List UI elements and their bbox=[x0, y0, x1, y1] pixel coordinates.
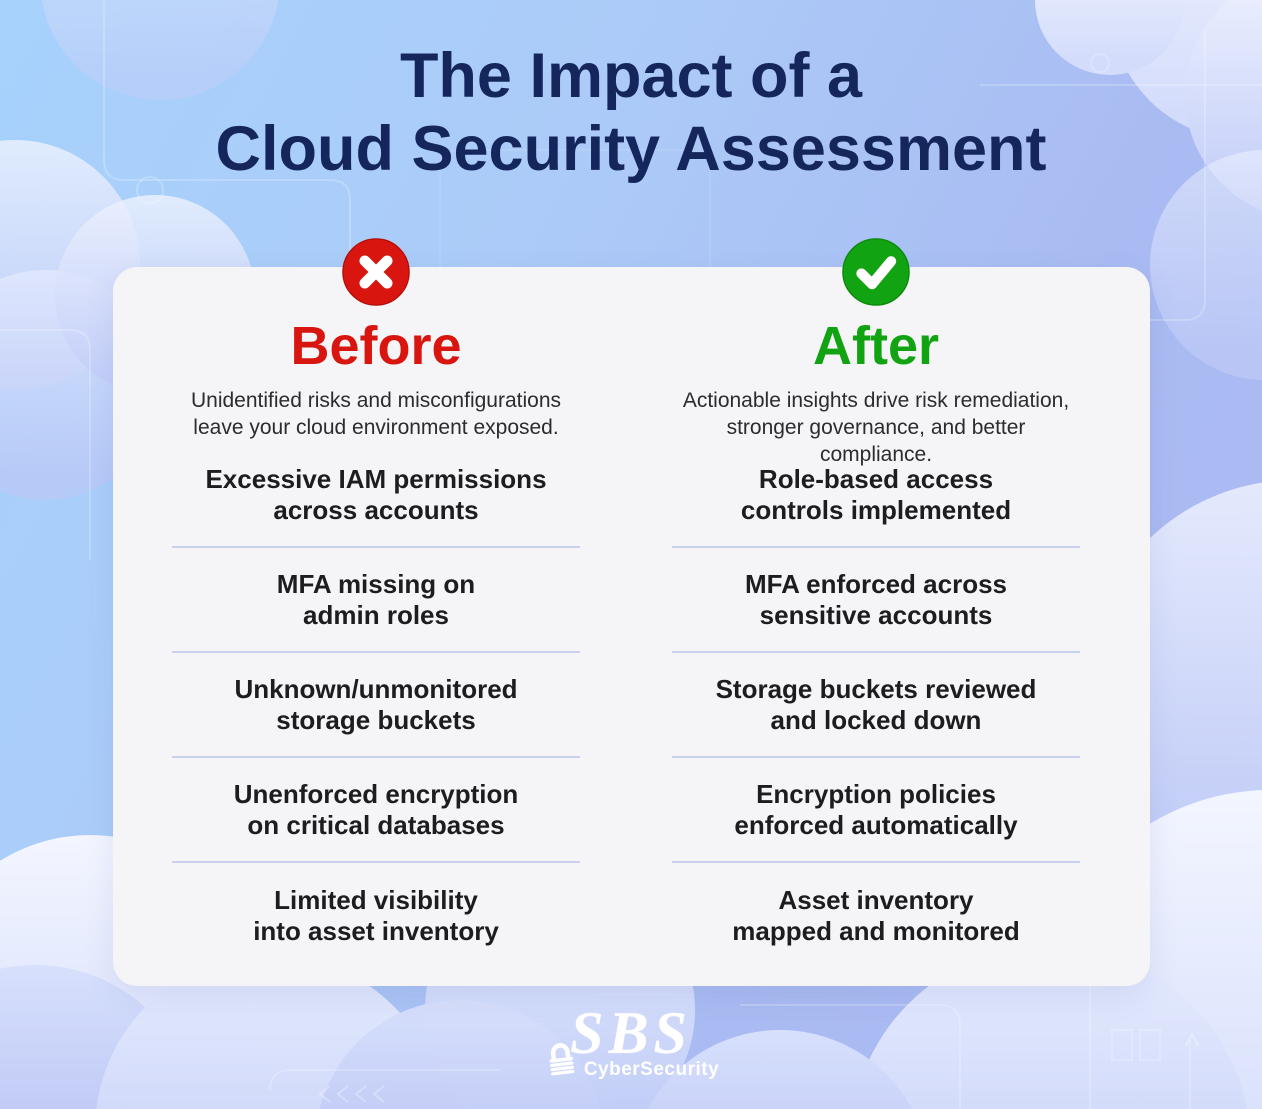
sbs-logo: SBS CyberSecurity bbox=[501, 1000, 761, 1081]
padlock-icon bbox=[549, 1043, 575, 1076]
item-text-line: across accounts bbox=[273, 494, 479, 525]
logo-subrow: CyberSecurity bbox=[501, 1043, 761, 1081]
after-heading: After bbox=[812, 316, 939, 376]
comparison-card: Before Unidentified risks and misconfigu… bbox=[113, 238, 1150, 986]
page-title-line2: Cloud Security Assessment bbox=[215, 114, 1047, 185]
before-heading: Before bbox=[290, 316, 462, 376]
item-text-line: controls implemented bbox=[740, 494, 1012, 525]
list-item: MFA enforced across sensitive accounts bbox=[672, 548, 1080, 653]
item-text-line: Asset inventory bbox=[778, 884, 974, 915]
item-text-line: Excessive IAM permissions bbox=[205, 463, 547, 494]
after-subtitle-line2: stronger governance, and better complian… bbox=[726, 416, 1026, 466]
list-item: Unenforced encryption on critical databa… bbox=[172, 758, 580, 863]
list-item: MFA missing on admin roles bbox=[172, 548, 580, 653]
after-subtitle: Actionable insights drive risk remediati… bbox=[672, 387, 1080, 468]
cloud bbox=[0, 965, 200, 1109]
after-list: Role-based access controls implemented M… bbox=[672, 443, 1080, 968]
item-text-line: Role-based access bbox=[758, 463, 994, 494]
page-title: The Impact of a Cloud Security Assessmen… bbox=[0, 40, 1262, 186]
item-text-line: storage buckets bbox=[276, 704, 476, 735]
list-item: Excessive IAM permissions across account… bbox=[172, 443, 580, 548]
item-text-line: MFA enforced across bbox=[744, 568, 1007, 599]
before-subtitle: Unidentified risks and misconfigurations… bbox=[172, 387, 580, 441]
check-circle-icon bbox=[841, 237, 911, 307]
list-item: Encryption policies enforced automatical… bbox=[672, 758, 1080, 863]
item-text-line: Encryption policies bbox=[756, 778, 996, 809]
list-item: Asset inventory mapped and monitored bbox=[672, 863, 1080, 968]
before-list: Excessive IAM permissions across account… bbox=[172, 443, 580, 968]
item-text-line: and locked down bbox=[770, 704, 982, 735]
list-item: Storage buckets reviewed and locked down bbox=[672, 653, 1080, 758]
list-item: Unknown/unmonitored storage buckets bbox=[172, 653, 580, 758]
item-text-line: mapped and monitored bbox=[732, 915, 1020, 946]
item-text-line: sensitive accounts bbox=[759, 599, 993, 630]
page-title-line1: The Impact of a bbox=[399, 41, 863, 111]
item-text-line: on critical databases bbox=[247, 809, 505, 840]
item-text-line: Limited visibility bbox=[274, 884, 478, 915]
item-text-line: Unknown/unmonitored bbox=[234, 673, 518, 704]
item-text-line: into asset inventory bbox=[253, 915, 499, 946]
item-text-line: enforced automatically bbox=[734, 809, 1018, 840]
after-subtitle-line1: Actionable insights drive risk remediati… bbox=[682, 389, 1070, 412]
before-column: Before Unidentified risks and misconfigu… bbox=[172, 238, 580, 986]
x-circle-icon bbox=[341, 237, 411, 307]
list-item: Role-based access controls implemented bbox=[672, 443, 1080, 548]
list-item: Limited visibility into asset inventory bbox=[172, 863, 580, 968]
logo-text: SBS bbox=[570, 1000, 692, 1066]
item-text-line: admin roles bbox=[303, 599, 449, 630]
logo-subtext: CyberSecurity bbox=[583, 1059, 720, 1080]
item-text-line: Unenforced encryption bbox=[233, 778, 519, 809]
item-text-line: MFA missing on bbox=[276, 568, 476, 599]
item-text-line: Storage buckets reviewed bbox=[715, 673, 1037, 704]
before-subtitle-line1: Unidentified risks and misconfigurations bbox=[190, 389, 561, 412]
before-subtitle-line2: leave your cloud environment exposed. bbox=[193, 416, 559, 439]
after-column: After Actionable insights drive risk rem… bbox=[672, 238, 1080, 986]
